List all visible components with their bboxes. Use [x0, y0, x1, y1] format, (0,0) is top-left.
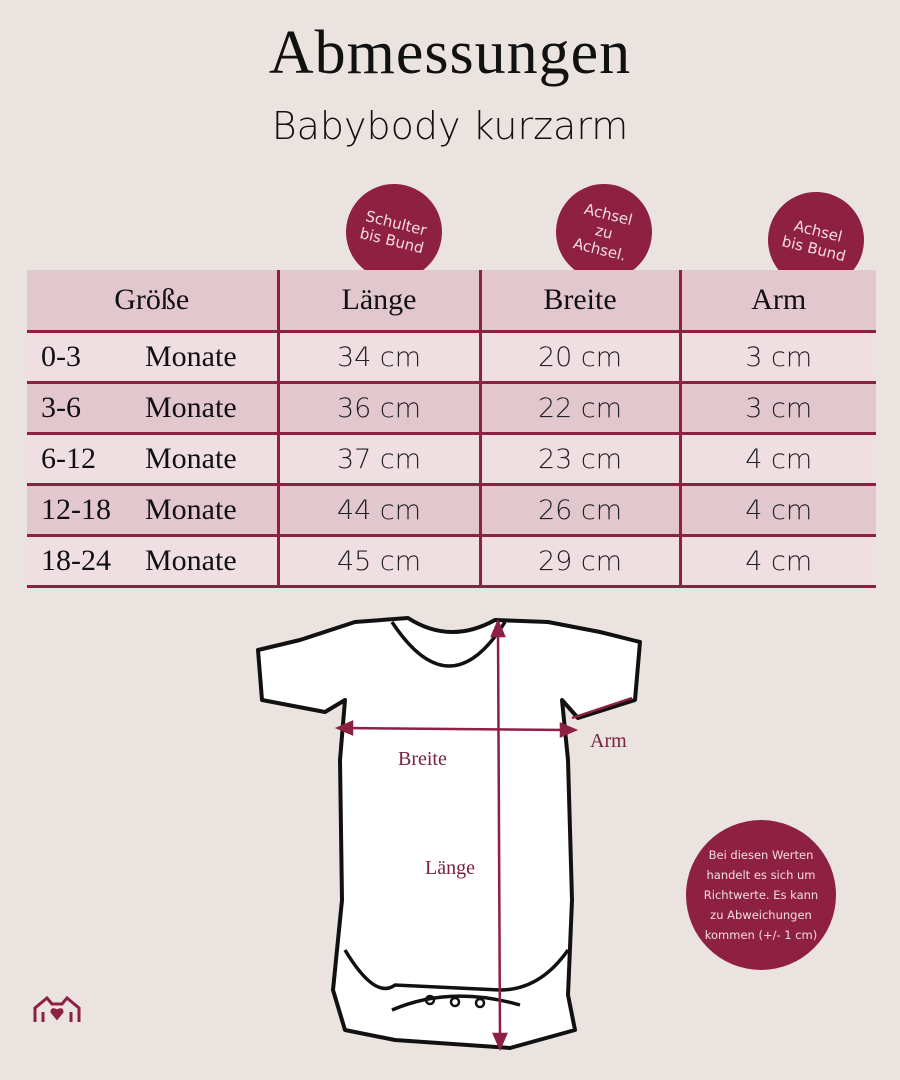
size-cell: 18-24 Monate [27, 535, 278, 588]
size-range: 0-3 [41, 340, 81, 373]
header-groesse: Größe [27, 270, 278, 333]
size-unit: Monate [145, 391, 237, 424]
laenge-cell: 44 cm [276, 484, 480, 537]
neckline [390, 621, 507, 668]
laenge-cell: 45 cm [276, 535, 480, 588]
breite-cell: 29 cm [478, 535, 680, 588]
table-row: 0-3 Monate 34 cm 20 cm 3 cm [27, 331, 876, 384]
note-line: handelt es sich um [706, 868, 816, 882]
header-laenge: Länge [276, 270, 480, 333]
note-line: Bei diesen Werten [708, 848, 814, 862]
table-row: 3-6 Monate 36 cm 22 cm 3 cm [27, 382, 876, 435]
laenge-arrow [496, 627, 502, 1041]
size-range: 18-24 [41, 544, 111, 577]
arm-cell: 4 cm [678, 433, 876, 486]
size-cell: 12-18 Monate [27, 484, 278, 537]
breite-cell: 23 cm [478, 433, 680, 486]
page-subtitle: Babybody kurzarm [271, 104, 629, 148]
label-breite: Breite [398, 748, 447, 770]
size-unit: Monate [145, 493, 237, 526]
size-unit: Monate [145, 442, 237, 475]
laenge-cell: 37 cm [276, 433, 480, 486]
bodysuit-outline [256, 616, 642, 1050]
arrow-head [492, 1032, 508, 1052]
note-line: zu Abweichungen [710, 908, 812, 922]
label-arm: Arm [590, 730, 627, 752]
size-cell: 6-12 Monate [27, 433, 278, 486]
breite-arrow [344, 726, 569, 732]
size-range: 12-18 [41, 493, 111, 526]
table-row: 18-24 Monate 45 cm 29 cm 4 cm [27, 535, 876, 588]
header-breite: Breite [478, 270, 680, 333]
label-laenge: Länge [425, 857, 475, 879]
size-unit: Monate [145, 340, 237, 373]
disclaimer-note: Bei diesen Werten handelt es sich um Ric… [686, 820, 836, 970]
size-cell: 3-6 Monate [27, 382, 278, 435]
table-row: 6-12 Monate 37 cm 23 cm 4 cm [27, 433, 876, 486]
size-range: 3-6 [41, 391, 81, 424]
size-unit: Monate [145, 544, 237, 577]
laenge-cell: 36 cm [276, 382, 480, 435]
size-range: 6-12 [41, 442, 96, 475]
header-arm: Arm [678, 270, 876, 333]
table-header-row: Größe Länge Breite Arm [27, 270, 876, 333]
size-table: Größe Länge Breite Arm 0-3 Monate 34 cm 2… [27, 270, 876, 588]
breite-cell: 20 cm [478, 331, 680, 384]
arm-cell: 4 cm [678, 484, 876, 537]
arm-cell: 4 cm [678, 535, 876, 588]
arm-cell: 3 cm [678, 382, 876, 435]
snap-button [424, 994, 436, 1006]
laenge-cell: 34 cm [276, 331, 480, 384]
note-line: Richtwerte. Es kann [703, 888, 819, 902]
size-cell: 0-3 Monate [27, 331, 278, 384]
snap-button [474, 997, 486, 1009]
logo-shirt-heart-icon [33, 995, 81, 1022]
arm-cell: 3 cm [678, 331, 876, 384]
note-line: kommen (+/- 1 cm) [704, 928, 818, 942]
page-title: Abmessungen [268, 19, 632, 87]
arrow-head [559, 722, 579, 738]
snap-button [449, 996, 461, 1008]
arrow-head [490, 618, 506, 638]
breite-cell: 26 cm [478, 484, 680, 537]
table-row: 12-18 Monate 44 cm 26 cm 4 cm [27, 484, 876, 537]
arm-arrow [571, 696, 633, 720]
arrow-head [334, 720, 354, 736]
breite-cell: 22 cm [478, 382, 680, 435]
